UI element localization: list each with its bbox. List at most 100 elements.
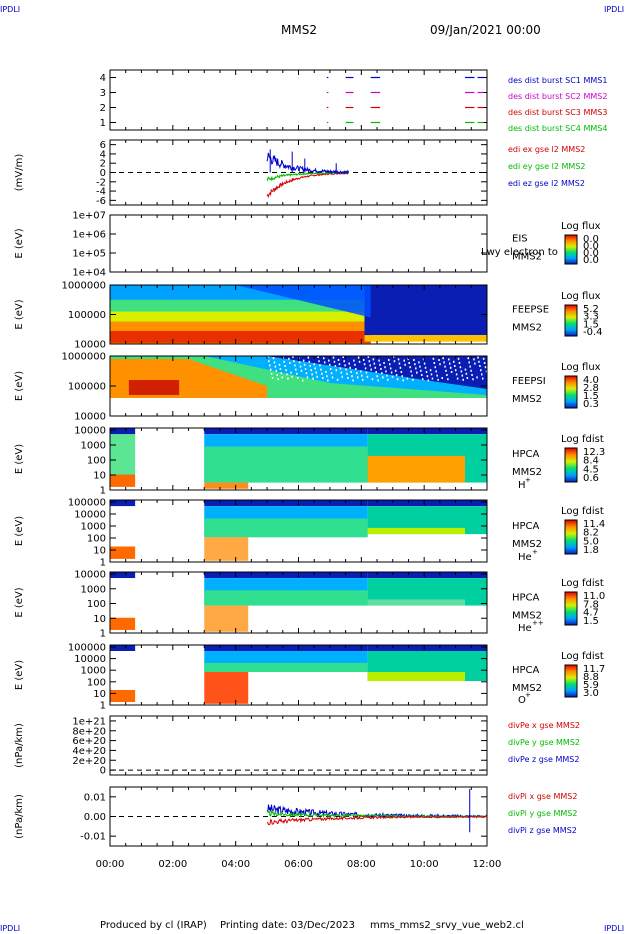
hpca-o-tick-label: 100000 <box>68 643 106 654</box>
feepsi-speckle <box>285 369 287 372</box>
feepsi-speckle <box>482 357 485 360</box>
hpca-he-fill <box>367 500 487 507</box>
feepse-ylabel: E (eV) <box>14 299 25 329</box>
feepse-colorbar <box>564 304 578 337</box>
feepsi-speckle <box>349 366 351 369</box>
feepsi-speckle <box>462 378 464 381</box>
feepsi-speckle <box>330 372 333 375</box>
hpca-he2-species-label: He <box>518 623 532 634</box>
feepsi-speckle <box>281 376 284 379</box>
feepse-note-label: MMS2 <box>512 323 542 334</box>
feepsi-speckle <box>288 357 290 360</box>
hpca-he2-fill <box>204 572 368 579</box>
burst-tick-label: 1 <box>100 118 106 129</box>
feepsi-speckle <box>335 369 338 372</box>
hpca-o-fill <box>367 645 487 651</box>
feepsi-speckle <box>334 365 337 367</box>
hpca-he-fill <box>204 500 368 507</box>
divpe-legend-item: divPe z gse MMS2 <box>508 755 579 764</box>
feepsi-speckle <box>393 360 396 363</box>
feepsi-speckle <box>395 374 398 376</box>
hpca-o-instrument-label: HPCA <box>512 665 540 676</box>
feepsi-speckle <box>483 362 486 364</box>
feepsi-speckle <box>420 369 422 372</box>
hpca-he-ylabel: E (eV) <box>14 516 25 546</box>
hpca-he2-note-label: MMS2 <box>512 611 542 622</box>
hpca-o-fill <box>204 663 368 672</box>
hpca-he-colorbar-tick: 8.2 <box>583 528 599 539</box>
time-tick-label: 10:00 <box>410 859 439 870</box>
edi-tick-label: 6 <box>100 140 106 151</box>
panel-frame-2 <box>109 214 488 273</box>
hpca-o-fill <box>367 672 466 681</box>
feepsi-speckle <box>401 375 404 378</box>
hpca-he2-tick-label: 10 <box>93 614 106 625</box>
eis-note-label: MMS2 <box>512 252 542 263</box>
feepse-instrument-label: FEEPSE <box>512 305 549 316</box>
feepsi-colorbar <box>564 375 578 409</box>
feepsi-speckle <box>344 364 346 367</box>
hpca-he2-fill <box>204 590 368 606</box>
hpca-o-colorbar-tick: 11.7 <box>583 664 605 675</box>
hpca-he2-tick-label: 1000 <box>81 584 106 595</box>
burst-legend-item: des dist burst SC2 MMS2 <box>508 92 607 101</box>
feepsi-speckle <box>320 368 322 371</box>
feepse-wedge <box>235 285 371 318</box>
eis-colorbar-tick: 0.0 <box>583 241 599 252</box>
divpi-ylabel: (nPa/km) <box>14 794 25 839</box>
feepsi-speckle <box>351 375 353 378</box>
hpca-he-tick-label: 1000 <box>81 522 106 533</box>
feepse-fill <box>364 335 487 342</box>
feepsi-speckle <box>346 372 348 375</box>
hpca-h-colorbar-tick: 12.3 <box>583 447 605 458</box>
hpca-h-tick-label: 1 <box>100 486 106 497</box>
divpe-tick-label: 0 <box>100 766 106 777</box>
feepsi-speckle <box>470 369 472 372</box>
feepsi-speckle <box>398 362 401 365</box>
feepsi-speckle <box>323 357 325 360</box>
feepsi-speckle <box>460 370 463 373</box>
feepsi-speckle <box>299 365 302 368</box>
feepsi-speckle <box>268 360 270 363</box>
feepsi-instrument-label: FEEPSI <box>512 376 546 387</box>
feepse-colorbar-tick: -0.4 <box>583 327 603 338</box>
feepsi-speckle <box>283 360 285 363</box>
burst-tick-label: 4 <box>100 73 106 84</box>
feepsi-speckle <box>304 368 307 370</box>
feepsi-speckle <box>367 356 370 358</box>
feepsi-speckle <box>361 374 363 377</box>
feepsi-speckle <box>477 356 479 359</box>
hpca-he-colorbar-tick: 11.4 <box>583 519 605 530</box>
feepsi-speckle <box>413 359 415 361</box>
feepsi-speckle <box>437 378 439 381</box>
feepsi-speckle <box>325 371 327 373</box>
feepsi-speckle <box>386 374 388 377</box>
edi-legend-item: edi ez gse l2 MMS2 <box>508 179 585 188</box>
feepsi-speckle <box>433 362 436 364</box>
burst-legend-item: des dist burst SC1 MMS1 <box>508 76 607 85</box>
hpca-o-colorbar-title: Log fdist <box>561 651 604 662</box>
hpca-h-tick-label: 10 <box>93 471 106 482</box>
hpca-he2-ylabel: E (eV) <box>14 587 25 617</box>
feepsi-speckle <box>357 356 360 359</box>
hpca-o-colorbar-tick: 8.8 <box>583 672 599 683</box>
feepsi-speckle <box>348 362 350 365</box>
feepsi-speckle <box>333 360 336 363</box>
feepsi-speckle <box>400 371 403 373</box>
feepsi-speckle <box>383 362 385 364</box>
feepsi-speckle <box>454 365 456 367</box>
feepse-tick-label: 1000000 <box>61 281 106 292</box>
edi-series-line <box>266 171 349 182</box>
edi-legend-item: edi ey gse l2 MMS2 <box>508 162 586 171</box>
feepsi-speckle <box>422 358 425 361</box>
hpca-he2-fill <box>204 605 249 632</box>
feepsi-speckle <box>298 361 301 364</box>
feepsi-speckle <box>443 361 445 364</box>
feepsi-fill <box>128 380 180 395</box>
feepsi-speckle <box>323 361 326 364</box>
feepsi-speckle <box>406 377 409 380</box>
corner-label-tl: IPDLI <box>0 5 21 14</box>
panel-frame-9 <box>109 715 488 776</box>
feepsi-speckle <box>276 374 279 376</box>
hpca-he-tick-label: 1 <box>100 558 106 569</box>
